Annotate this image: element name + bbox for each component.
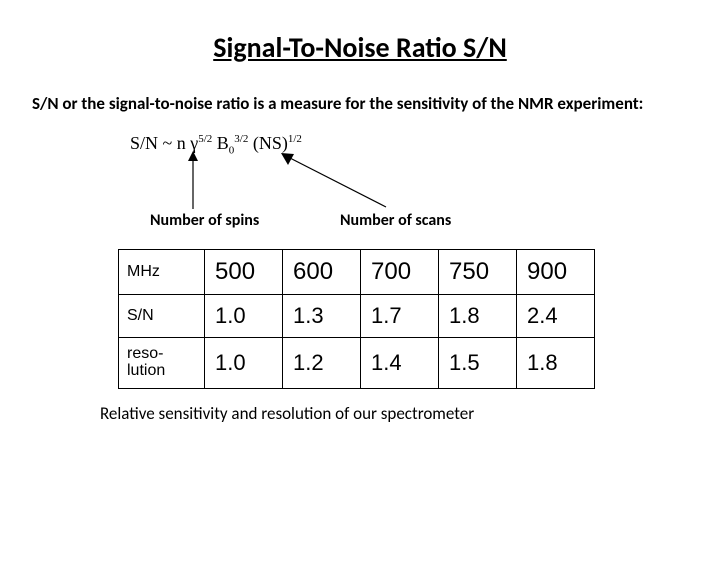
formula-prefix: S/N ~ n	[130, 133, 190, 153]
col-header: 700	[361, 250, 439, 295]
intro-text: S/N or the signal-to-noise ratio is a me…	[32, 93, 680, 115]
table-cell: 1.3	[283, 295, 361, 338]
label-spins: Number of spins	[150, 211, 259, 230]
formula-exp2: 3/2	[234, 133, 248, 145]
formula-exp1: 5/2	[198, 133, 212, 145]
table-cell: 1.0	[205, 338, 283, 389]
table: MHz 500 600 700 750 900 S/N 1.0 1.3 1.7 …	[118, 249, 595, 389]
formula-block: S/N ~ n γ5/2 B03/2 (NS)1/2 Number of spi…	[130, 133, 720, 243]
col-header: 750	[439, 250, 517, 295]
formula-b: B	[212, 133, 229, 153]
table-cell: 2.4	[517, 295, 595, 338]
col-header: 500	[205, 250, 283, 295]
arrow-spins-icon	[185, 151, 201, 209]
col-header: 600	[283, 250, 361, 295]
row-header-res: reso- lution	[119, 338, 205, 389]
table-cell: 1.5	[439, 338, 517, 389]
table-cell: 1.7	[361, 295, 439, 338]
table-cell: 1.0	[205, 295, 283, 338]
page-title: Signal-To-Noise Ratio S/N	[0, 30, 720, 65]
formula-exp3: 1/2	[288, 133, 302, 145]
table-cell: 1.2	[283, 338, 361, 389]
label-scans: Number of scans	[340, 211, 451, 230]
table-caption: Relative sensitivity and resolution of o…	[100, 403, 720, 424]
table-cell: 1.8	[517, 338, 595, 389]
table-row: MHz 500 600 700 750 900	[119, 250, 595, 295]
row-header-sn: S/N	[119, 295, 205, 338]
table-row: reso- lution 1.0 1.2 1.4 1.5 1.8	[119, 338, 595, 389]
formula-bsub: 0	[229, 145, 235, 157]
table-row: S/N 1.0 1.3 1.7 1.8 2.4	[119, 295, 595, 338]
formula: S/N ~ n γ5/2 B03/2 (NS)1/2	[130, 133, 302, 154]
col-header: 900	[517, 250, 595, 295]
row-header-mhz: MHz	[119, 250, 205, 295]
table-cell: 1.4	[361, 338, 439, 389]
table-cell: 1.8	[439, 295, 517, 338]
sensitivity-table: MHz 500 600 700 750 900 S/N 1.0 1.3 1.7 …	[118, 249, 720, 389]
arrow-scans-icon	[278, 149, 388, 209]
